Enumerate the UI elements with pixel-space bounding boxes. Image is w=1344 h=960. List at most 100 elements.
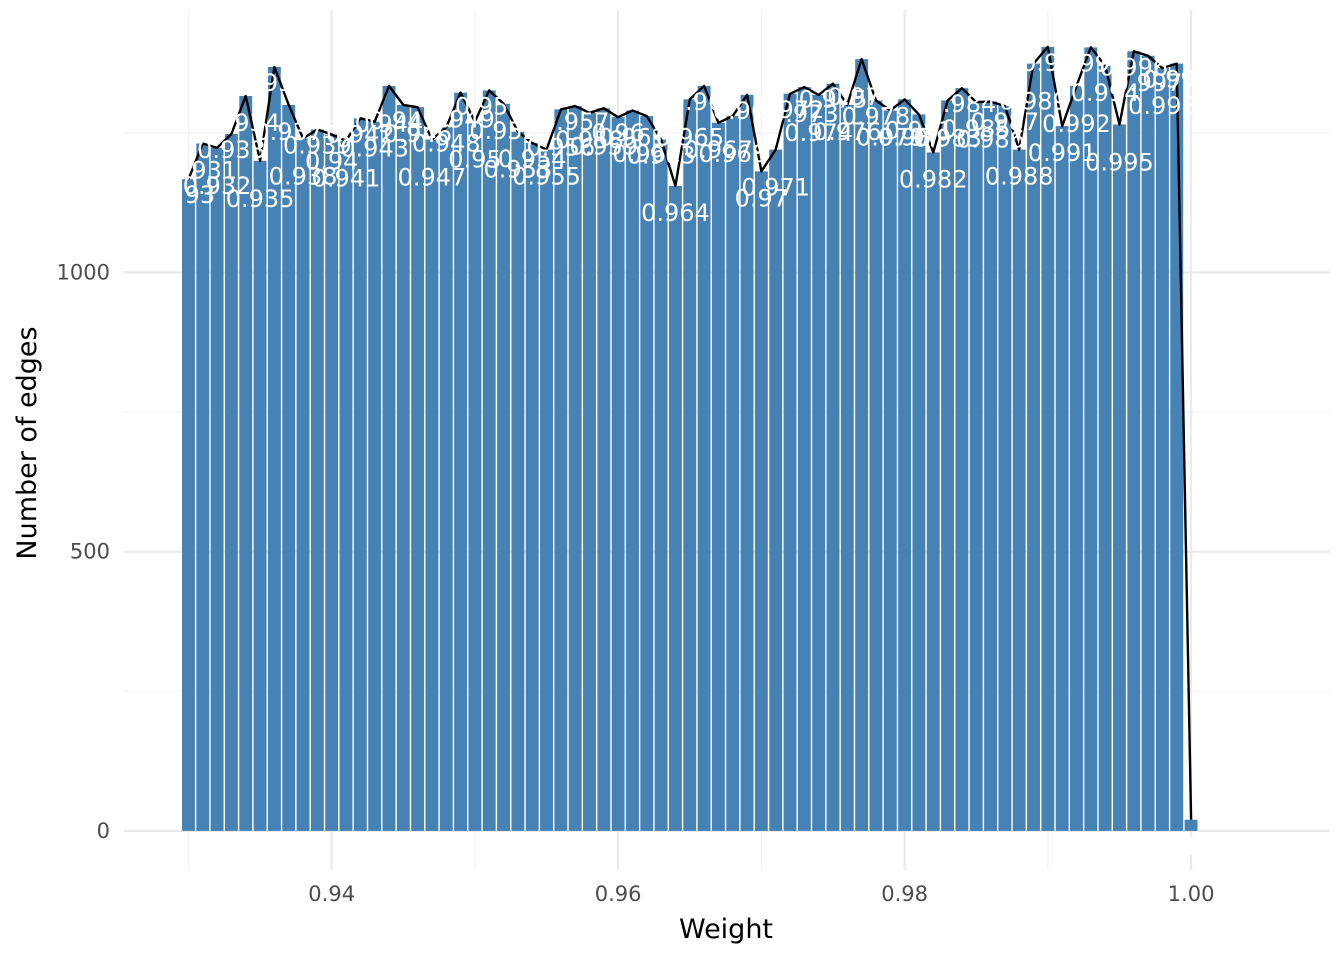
bar-label: 0.987 bbox=[971, 108, 1040, 136]
bar-label: 0.97 bbox=[735, 184, 788, 212]
bar-label: 0.933 bbox=[197, 136, 266, 164]
bar-label: 0.935 bbox=[226, 185, 295, 213]
bar-label: 0.947 bbox=[398, 164, 467, 192]
x-axis-ticks: 0.94 0.96 0.98 1.00 bbox=[308, 882, 1214, 906]
bar bbox=[1184, 819, 1198, 831]
bar-label: 0.989 bbox=[999, 88, 1068, 116]
y-axis-title: Number of edges bbox=[12, 326, 43, 559]
bar-label: 0.967 bbox=[684, 136, 753, 164]
bar bbox=[883, 110, 897, 831]
bar bbox=[769, 149, 783, 831]
bar bbox=[1155, 68, 1169, 831]
bar-label: 0.975 bbox=[799, 86, 868, 114]
bar-label: 0.93 bbox=[162, 181, 215, 209]
bar bbox=[740, 94, 754, 831]
bar-label: 0.993 bbox=[1056, 49, 1125, 77]
bar-label: 0.978 bbox=[842, 102, 911, 130]
bar bbox=[969, 102, 983, 831]
x-tick-label: 0.96 bbox=[595, 882, 642, 906]
bar bbox=[1170, 63, 1184, 831]
bar bbox=[797, 87, 811, 831]
bar-label: 0.991 bbox=[1028, 139, 1097, 167]
bar-label: 0.994 bbox=[1071, 79, 1140, 107]
bar bbox=[1141, 55, 1155, 831]
bar-label: 0.988 bbox=[985, 163, 1054, 191]
bar-label: 0.959 bbox=[569, 132, 638, 160]
bar bbox=[425, 139, 439, 831]
bar bbox=[1113, 124, 1126, 831]
bar-label: 0.946 bbox=[383, 120, 452, 148]
bar-label: 0.943 bbox=[340, 135, 409, 163]
bar-label: 0.956 bbox=[526, 133, 595, 161]
bar bbox=[855, 59, 869, 831]
bar-label: 0.938 bbox=[269, 162, 338, 190]
bar-label: 0.985 bbox=[942, 115, 1011, 143]
bar-label: 0.939 bbox=[283, 132, 352, 160]
bar-label: 0.973 bbox=[770, 100, 839, 128]
bar-label: 0.984 bbox=[928, 90, 997, 118]
bar-label: 0.977 bbox=[827, 83, 896, 111]
bar bbox=[683, 99, 697, 831]
bar bbox=[1027, 63, 1040, 831]
bar-label: 0.954 bbox=[498, 145, 567, 173]
bar bbox=[182, 179, 195, 831]
bar bbox=[1098, 65, 1112, 831]
bar-label: 0.934 bbox=[211, 109, 280, 137]
bar bbox=[640, 116, 654, 831]
bar bbox=[898, 99, 912, 831]
x-tick-label: 0.98 bbox=[881, 882, 928, 906]
bar-label: 0.957 bbox=[541, 108, 610, 136]
bar-label: 0.96 bbox=[591, 119, 644, 147]
y-tick-label: 500 bbox=[70, 540, 110, 564]
bar bbox=[253, 160, 267, 831]
bar-label: 0.965 bbox=[655, 123, 724, 151]
bar bbox=[697, 85, 711, 831]
bar-label: 0.966 bbox=[670, 88, 739, 116]
y-tick-label: 0 bbox=[97, 819, 110, 843]
bar bbox=[1127, 51, 1141, 831]
bar-label: 0.982 bbox=[899, 165, 968, 193]
bar bbox=[497, 103, 511, 831]
bar-label: 0.992 bbox=[1042, 110, 1111, 138]
bar-label: 0.996 bbox=[1099, 53, 1168, 81]
bar-label: 0.969 bbox=[713, 97, 782, 125]
bar bbox=[597, 108, 611, 831]
bar-label: 0.948 bbox=[412, 129, 481, 157]
bar-label: 0.998 bbox=[1128, 92, 1197, 120]
bar-label: 0.971 bbox=[741, 174, 810, 202]
bar bbox=[267, 66, 281, 831]
bar-label: 0.931 bbox=[168, 156, 237, 184]
bar-label: 0.942 bbox=[326, 120, 395, 148]
bar-label: 0.941 bbox=[312, 165, 381, 193]
bar bbox=[941, 100, 955, 831]
bar bbox=[826, 83, 840, 831]
bar bbox=[783, 93, 797, 831]
bar bbox=[282, 104, 296, 831]
y-axis-ticks: 0 500 1000 bbox=[57, 260, 110, 842]
bar-label: 0.962 bbox=[612, 140, 681, 168]
bar bbox=[726, 116, 740, 831]
bar bbox=[396, 104, 410, 831]
bar bbox=[998, 106, 1012, 831]
bar-label: 0.936 bbox=[240, 69, 309, 97]
bar bbox=[525, 142, 539, 831]
y-tick-label: 1000 bbox=[57, 260, 110, 284]
bar-label: 0.983 bbox=[913, 124, 982, 152]
bar-label: 0.979 bbox=[856, 124, 925, 152]
bar bbox=[754, 171, 768, 831]
bar bbox=[840, 104, 854, 831]
bar bbox=[812, 94, 826, 831]
bar bbox=[239, 96, 253, 831]
bar bbox=[984, 101, 997, 831]
bar bbox=[583, 112, 596, 831]
bar bbox=[554, 109, 568, 831]
bar-label: 0.972 bbox=[756, 96, 825, 124]
bar bbox=[353, 118, 367, 831]
bar-label: 0.949 bbox=[426, 106, 495, 134]
bar-label: 0.981 bbox=[885, 116, 954, 144]
bar-label: 0.958 bbox=[555, 126, 624, 154]
x-tick-label: 0.94 bbox=[308, 882, 355, 906]
bar bbox=[869, 100, 883, 831]
bar-label: 0.951 bbox=[455, 92, 524, 120]
